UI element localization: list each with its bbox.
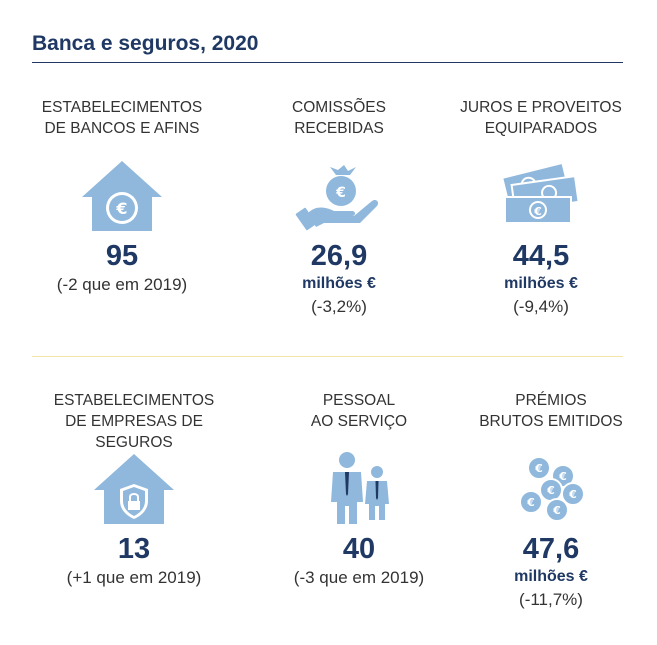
card-note: (-2 que em 2019)	[56, 275, 188, 294]
svg-text:€: €	[335, 185, 346, 201]
card-insurance-establishments: ESTABELECIMENTOS DE EMPRESAS DE SEGUROS …	[34, 390, 234, 590]
card-label: JUROS E PROVEITOS EQUIPARADOS	[460, 99, 622, 137]
card-unit: milhões €	[504, 275, 578, 292]
page-title: Banca e seguros, 2020	[32, 32, 259, 55]
card-unit: milhões €	[302, 275, 376, 292]
house-shield-icon	[94, 454, 174, 524]
house-euro-icon: €	[82, 161, 162, 231]
card-value: 13	[117, 533, 151, 565]
card-staff: PESSOAL AO SERVIÇO 40 (-3 que em 2019)	[259, 390, 459, 590]
svg-text:€: €	[534, 462, 543, 475]
people-icon	[331, 452, 389, 524]
svg-text:€: €	[558, 470, 567, 483]
card-value: 26,9	[310, 240, 368, 272]
svg-text:€: €	[568, 488, 577, 501]
hand-moneybag-icon: €	[295, 165, 379, 231]
card-label: PESSOAL AO SERVIÇO	[310, 392, 408, 430]
svg-text:€: €	[533, 205, 542, 218]
svg-text:€: €	[115, 199, 127, 218]
card-label: ESTABELECIMENTOS DE EMPRESAS DE SEGUROS	[53, 392, 215, 451]
section-divider	[32, 356, 623, 357]
card-value: 47,6	[522, 533, 580, 565]
card-value: 40	[342, 533, 376, 565]
card-value: 44,5	[512, 240, 570, 272]
card-note: (-3,2%)	[311, 297, 367, 316]
card-interest: JUROS E PROVEITOS EQUIPARADOS € 44,5 mil…	[441, 97, 641, 319]
svg-text:€: €	[552, 504, 561, 517]
card-commissions: COMISSÕES RECEBIDAS € 26,9 milhões € (-3…	[239, 97, 439, 319]
banknotes-icon: €	[500, 161, 580, 224]
card-label: ESTABELECIMENTOS DE BANCOS E AFINS	[41, 99, 203, 137]
euro-coins-icon: € € € € € €	[519, 456, 585, 522]
svg-text:€: €	[546, 484, 555, 497]
card-unit: milhões €	[514, 568, 588, 585]
card-premiums: PRÉMIOS BRUTOS EMITIDOS € € € € € € 47,6…	[451, 390, 651, 612]
card-label: COMISSÕES RECEBIDAS	[292, 99, 386, 137]
svg-text:€: €	[526, 496, 535, 509]
card-note: (-3 que em 2019)	[293, 568, 425, 587]
card-note: (-11,7%)	[519, 590, 583, 609]
card-note: (+1 que em 2019)	[66, 568, 202, 587]
card-note: (-9,4%)	[513, 297, 569, 316]
title-divider	[32, 62, 623, 63]
card-value: 95	[105, 240, 139, 272]
card-label: PRÉMIOS BRUTOS EMITIDOS	[479, 392, 623, 430]
card-bank-establishments: ESTABELECIMENTOS DE BANCOS E AFINS € 95 …	[22, 97, 222, 297]
